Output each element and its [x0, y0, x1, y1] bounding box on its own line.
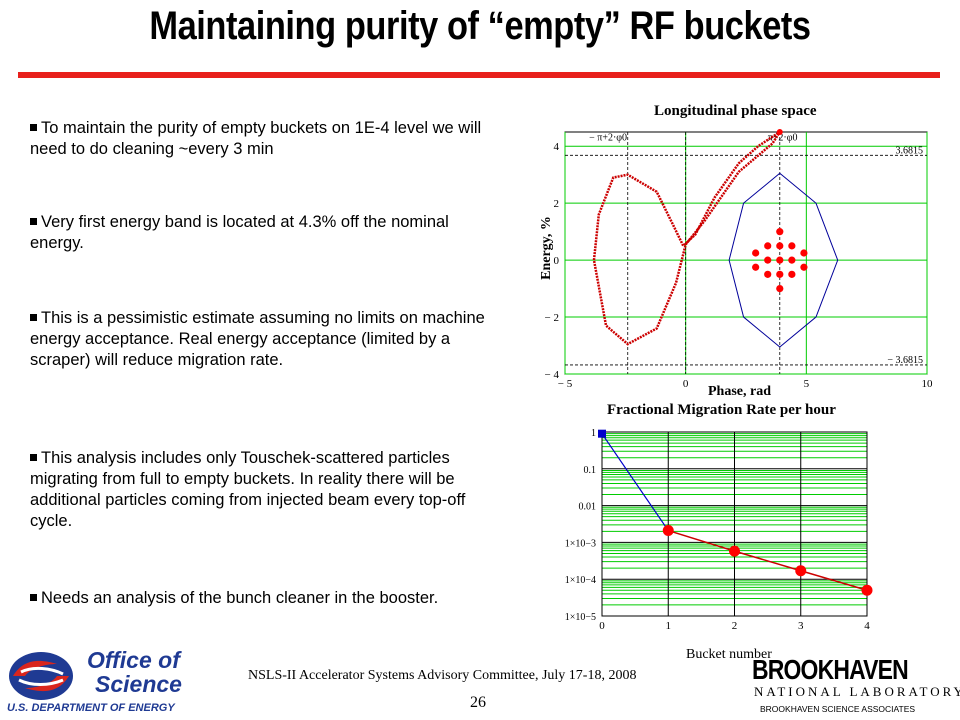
doe-emblem-icon — [9, 652, 73, 700]
logo-national-lab-text: NATIONAL LABORATORY — [754, 684, 960, 699]
migration-title: Fractional Migration Rate per hour — [607, 402, 836, 418]
y-tick-label: 1×10−5 — [565, 612, 596, 623]
bullet-item: This analysis includes only Touschek-sca… — [30, 448, 500, 532]
bunch-particle-dot — [776, 242, 784, 250]
office-of-science-logo: Office of Science U.S. DEPARTMENT OF ENE… — [5, 648, 205, 716]
bullet-item: This is a pessimistic estimate assuming … — [30, 308, 500, 371]
footer-text: NSLS-II Accelerator Systems Advisory Com… — [248, 668, 637, 683]
bullet-text: This is a pessimistic estimate assuming … — [30, 309, 485, 369]
phase-space-xlabel: Phase, rad — [708, 384, 771, 399]
series-line — [668, 529, 868, 591]
annotation-label: − 3.6815 — [887, 355, 923, 366]
bunch-particle-dot — [788, 256, 796, 264]
page-number: 26 — [470, 694, 486, 711]
bullet-marker-icon — [30, 454, 37, 461]
x-tick-label: 5 — [804, 378, 810, 390]
y-tick-label: 2 — [554, 198, 560, 210]
plot-frame — [564, 131, 928, 375]
phase-space-title: Longitudinal phase space — [654, 103, 817, 119]
data-point — [776, 129, 783, 135]
logo-science-text: Science — [95, 671, 182, 697]
x-tick-label: 0 — [683, 378, 689, 390]
slide-title: Maintaining purity of “empty” RF buckets — [149, 4, 811, 48]
annotation-label: − π+2·φ0 — [589, 133, 627, 144]
bunch-particle-dot — [776, 284, 784, 293]
series-line — [601, 433, 669, 531]
x-tick-label: 0 — [599, 620, 605, 632]
y-tick-label: 4 — [554, 141, 560, 153]
bucket-contour — [728, 172, 839, 348]
x-tick-label: − 5 — [558, 378, 573, 390]
y-tick-label: − 2 — [545, 312, 559, 324]
logo-office-text: Office of — [87, 647, 180, 673]
y-tick-label: 0.1 — [584, 465, 597, 476]
bullet-text: Very first energy band is located at 4.3… — [30, 213, 449, 252]
data-point — [598, 429, 606, 438]
bunch-particle-dot — [800, 249, 808, 257]
bunch-particle-dot — [764, 270, 772, 278]
bunch-particle-dot — [788, 270, 796, 278]
bunch-particle-dot — [776, 228, 784, 236]
x-tick-label: 2 — [732, 620, 738, 632]
migration-rate-chart: 1 0.1 0.01 1×10−3 1×10−4 1×10−50 1 2 3 4 — [565, 428, 873, 632]
bullet-marker-icon — [30, 124, 37, 131]
logo-brookhaven-text: BROOKHAVEN — [752, 654, 909, 685]
bullet-item: Needs an analysis of the bunch cleaner i… — [30, 588, 500, 609]
title-divider — [18, 72, 940, 78]
bunch-particle-dot — [764, 242, 772, 250]
data-point — [729, 545, 740, 557]
y-tick-label: 0 — [554, 255, 560, 267]
bullet-text: This analysis includes only Touschek-sca… — [30, 449, 466, 530]
bullet-item: To maintain the purity of empty buckets … — [30, 118, 500, 160]
bullet-marker-icon — [30, 594, 37, 601]
bunch-particle-dot — [752, 249, 760, 257]
data-point — [861, 584, 873, 596]
data-point — [795, 565, 807, 577]
phase-space-chart: − 4 − 2 0 2 4 − 5 0 5 10 − π+2·φ0 π+2·φ0 3.6815 − 3.… — [545, 129, 934, 390]
x-tick-label: 4 — [864, 620, 870, 632]
x-tick-label: 10 — [922, 378, 934, 390]
bunch-particle-dot — [752, 263, 760, 271]
y-tick-label: 1 — [591, 428, 596, 439]
data-point — [662, 525, 674, 537]
bunch-particle-dot — [776, 256, 784, 264]
bullet-marker-icon — [30, 218, 37, 225]
bunch-particle-dot — [788, 242, 796, 250]
annotation-label: π+2·φ0 — [768, 133, 798, 144]
migration-xlabel: Bucket number — [686, 647, 772, 662]
annotation-label: 3.6815 — [896, 145, 924, 156]
logo-bsa-text: BROOKHAVEN SCIENCE ASSOCIATES — [760, 704, 916, 714]
bullet-text: To maintain the purity of empty buckets … — [30, 119, 482, 158]
bullet-item: Very first energy band is located at 4.3… — [30, 212, 500, 254]
x-tick-label: 1 — [666, 620, 672, 632]
y-tick-label: − 4 — [545, 369, 560, 381]
y-tick-label: 0.01 — [579, 502, 597, 513]
bunch-particle-dot — [776, 270, 784, 278]
x-tick-label: 3 — [798, 620, 804, 632]
y-tick-label: 1×10−4 — [565, 575, 596, 586]
bullet-text: Needs an analysis of the bunch cleaner i… — [41, 589, 439, 607]
logo-doe-text: U.S. DEPARTMENT OF ENERGY — [7, 702, 175, 714]
bunch-particle-dot — [764, 256, 772, 264]
bullet-marker-icon — [30, 314, 37, 321]
brookhaven-logo: BROOKHAVEN NATIONAL LABORATORY BROOKHAVE… — [750, 654, 960, 718]
bunch-particle-dot — [800, 263, 808, 271]
separatrix-curve — [592, 130, 781, 346]
y-tick-label: 1×10−3 — [565, 538, 596, 549]
